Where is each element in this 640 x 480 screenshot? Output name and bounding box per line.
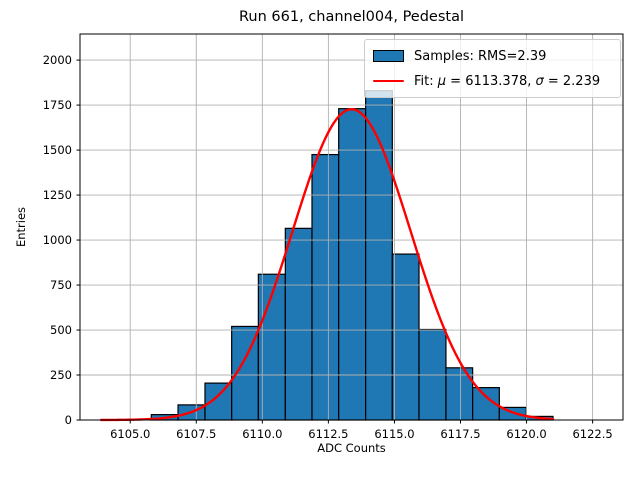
x-tick-label: 6122.5	[572, 427, 612, 441]
x-tick-label: 6117.5	[440, 427, 480, 441]
samples-swatch-icon	[373, 50, 404, 62]
histogram-bar	[311, 153, 340, 421]
legend-entry-fit: Fit: μ = 6113.378, σ = 2.239	[373, 71, 612, 91]
fit-label-mu-value: = 6113.378,	[446, 73, 536, 89]
y-tick-label: 1750	[43, 98, 72, 112]
legend-entry-samples: Samples: RMS=2.39	[373, 46, 612, 66]
x-tick-label: 6105.0	[110, 427, 150, 441]
y-tick-label: 1250	[43, 188, 72, 202]
legend-samples-label: Samples: RMS=2.39	[414, 48, 547, 64]
histogram-bar	[284, 227, 313, 421]
y-tick-label: 1500	[43, 143, 72, 157]
x-tick-label: 6110.0	[242, 427, 282, 441]
histogram-bar	[445, 367, 474, 421]
y-tick-label: 750	[50, 278, 72, 292]
y-tick-label: 250	[50, 368, 72, 382]
fit-label-prefix: Fit:	[414, 73, 438, 89]
histogram-bar	[257, 273, 286, 421]
x-tick-label: 6112.5	[308, 427, 348, 441]
gaussian-fit-curve	[99, 108, 555, 422]
y-tick-label: 2000	[43, 53, 72, 67]
chart-title: Run 661, channel004, Pedestal	[238, 9, 464, 25]
y-axis-label: Entries	[14, 206, 28, 248]
x-tick-label: 6120.0	[506, 427, 546, 441]
fit-label-mu-symbol: μ	[437, 73, 447, 89]
fit-label-sigma-value: = 2.239	[543, 73, 601, 89]
axes-spines	[79, 33, 624, 421]
fit-label-sigma-symbol: σ	[535, 73, 544, 89]
histogram-bar	[391, 253, 420, 421]
fit-line-swatch-icon	[373, 79, 404, 83]
y-tick-label: 1000	[43, 233, 72, 247]
x-axis-label: ADC Counts	[317, 441, 386, 455]
histogram-bar	[338, 108, 367, 421]
x-tick-label: 6107.5	[176, 427, 216, 441]
y-tick-label: 500	[50, 323, 72, 337]
legend: Samples: RMS=2.39 Fit: μ = 6113.378, σ =…	[364, 39, 621, 98]
y-tick-label: 0	[65, 413, 72, 427]
x-tick-label: 6115.0	[374, 427, 414, 441]
legend-fit-label: Fit: μ = 6113.378, σ = 2.239	[414, 74, 600, 89]
